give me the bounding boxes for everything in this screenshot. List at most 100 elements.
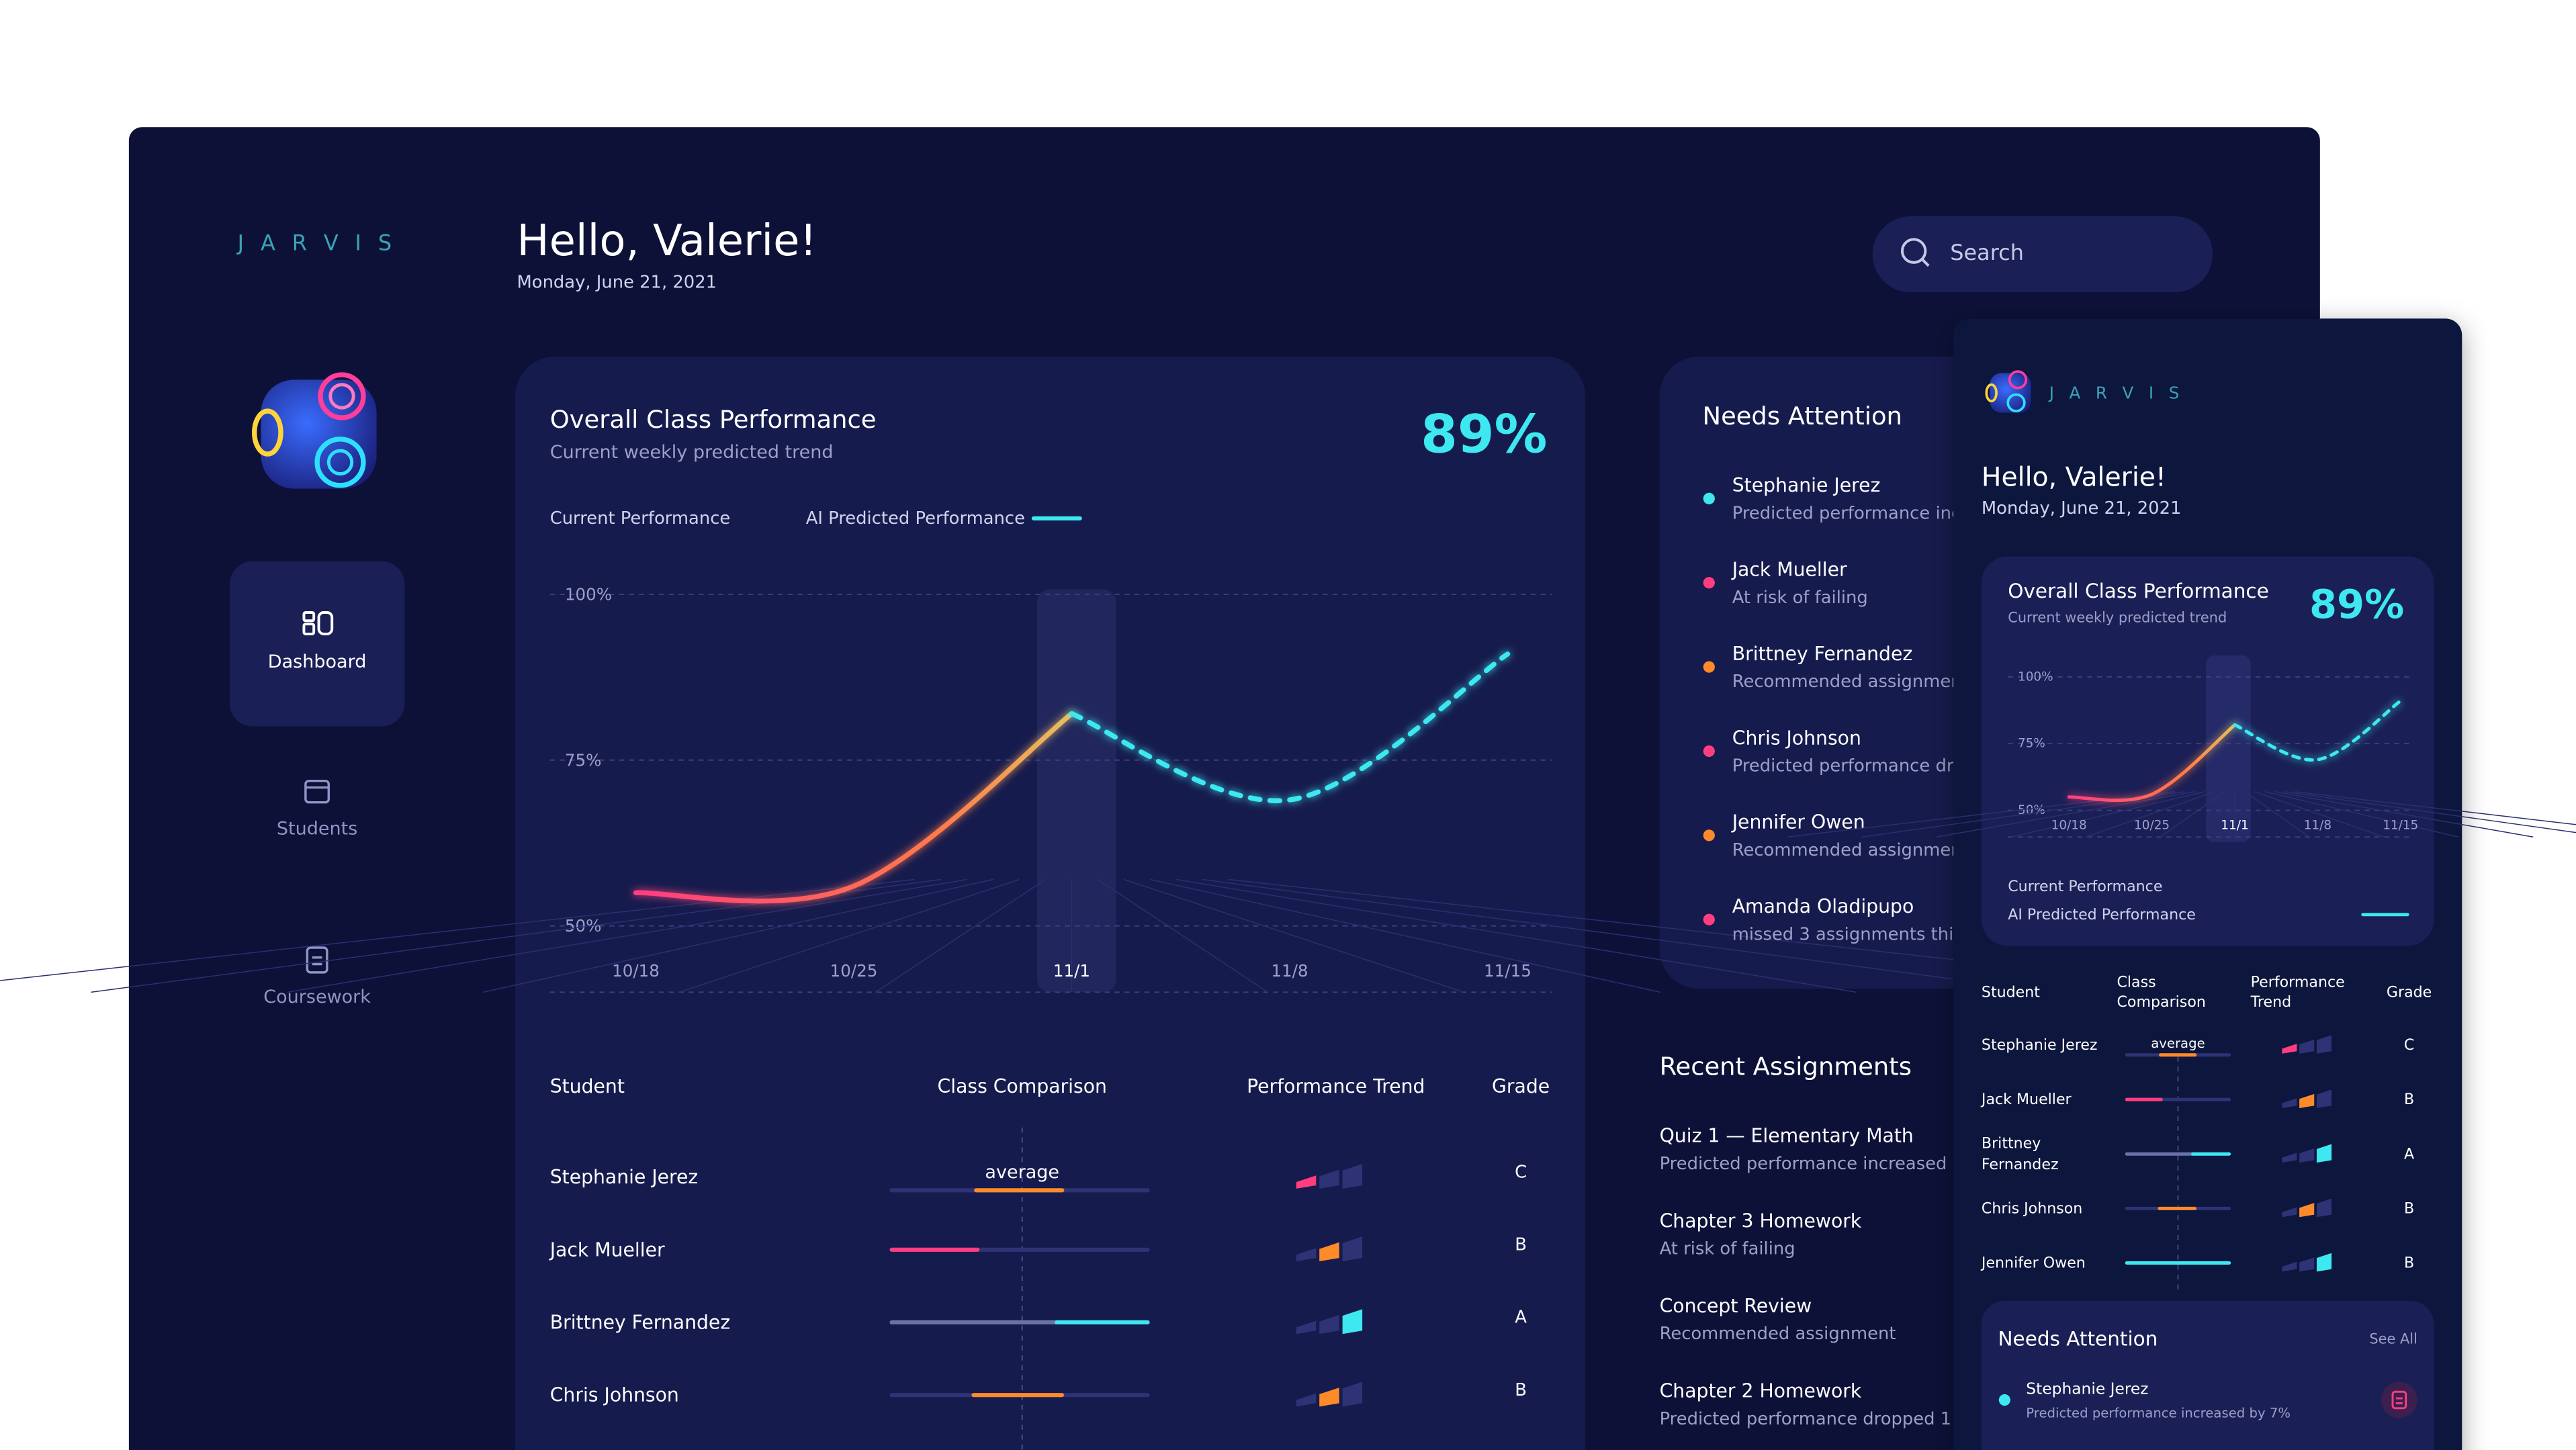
average-label: average bbox=[985, 1162, 1059, 1183]
student-note: At risk of failing bbox=[1732, 588, 1868, 608]
student-name: Stephanie Jerez bbox=[2026, 1379, 2148, 1398]
current-line bbox=[2067, 723, 2237, 803]
trend-bar bbox=[1319, 1314, 1339, 1334]
assignment-title: Quiz 1 — Elementary Math bbox=[1660, 1125, 1914, 1147]
nav-label: Coursework bbox=[263, 987, 371, 1007]
status-dot bbox=[1703, 661, 1715, 673]
assignment-note: At risk of failing bbox=[1660, 1239, 1795, 1259]
x-tick-label: 11/8 bbox=[2304, 819, 2331, 833]
floor-line bbox=[2160, 791, 2225, 837]
date: Monday, June 21, 2021 bbox=[517, 272, 717, 292]
student-name: Chris Johnson bbox=[1982, 1199, 2082, 1217]
student-name: Chris Johnson bbox=[550, 1384, 679, 1406]
student-note: Recommended assignment bbox=[1732, 672, 1969, 692]
x-tick-label: 10/25 bbox=[2134, 819, 2170, 833]
trend-bar bbox=[1296, 1248, 1317, 1262]
floor-line bbox=[2244, 791, 2310, 837]
mobile-action-button[interactable] bbox=[2381, 1381, 2417, 1418]
card-title: Overall Class Performance bbox=[2008, 580, 2269, 602]
headline: 89% bbox=[1421, 403, 1547, 465]
trend-bar bbox=[1342, 1164, 1363, 1189]
headline: 89% bbox=[2309, 581, 2404, 627]
floor-line bbox=[1124, 878, 1464, 993]
predicted-line bbox=[1069, 651, 1511, 803]
section-title: Needs Attention bbox=[1998, 1328, 2158, 1351]
trend-bar bbox=[2316, 1089, 2332, 1109]
see-all[interactable]: See All bbox=[2369, 1331, 2417, 1347]
nav-active[interactable] bbox=[229, 561, 405, 727]
trend-bar bbox=[2316, 1144, 2332, 1163]
y-tick-label: 75% bbox=[565, 750, 602, 770]
mobile-highlight-column bbox=[2206, 655, 2251, 842]
highlight-column bbox=[1036, 589, 1116, 993]
trend-bar bbox=[2299, 1203, 2315, 1218]
current-line bbox=[633, 711, 1075, 904]
floor-line bbox=[2085, 791, 2215, 837]
floor-line bbox=[1098, 878, 1268, 993]
card-subtitle: Current weekly predicted trend bbox=[2008, 609, 2227, 625]
search-box[interactable] bbox=[1872, 216, 2213, 293]
assignment-note: Recommended assignment bbox=[1660, 1324, 1896, 1344]
column-header: Grade bbox=[2387, 983, 2432, 1001]
floor-line bbox=[2294, 790, 2576, 825]
status-dot bbox=[1998, 1394, 2010, 1406]
status-dot bbox=[1703, 492, 1715, 504]
student-name: Jack Mueller bbox=[1980, 1091, 2072, 1108]
status-dot bbox=[1703, 829, 1715, 842]
trend-bar bbox=[2282, 1207, 2297, 1218]
column-header: Performance Trend bbox=[2250, 974, 2345, 1011]
legend-label: Current Performance bbox=[2008, 878, 2162, 895]
student-name: Stephanie Jerez bbox=[550, 1166, 699, 1188]
legend-label: AI Predicted Performance bbox=[806, 508, 1025, 529]
assignment-note: Predicted performance increased bbox=[1660, 1154, 1947, 1174]
column-header: Class Comparison bbox=[938, 1075, 1107, 1097]
coursework-icon bbox=[306, 946, 328, 974]
trend-bar bbox=[1319, 1242, 1339, 1262]
floor-line bbox=[875, 878, 1046, 993]
grade: B bbox=[2404, 1091, 2414, 1108]
student-note: Predicted performance increased by 7% bbox=[2026, 1406, 2291, 1421]
legend-label: AI Predicted Performance bbox=[2008, 906, 2196, 923]
mobile-content: J A R V I S Hello, Valerie! Monday, June 2… bbox=[1787, 383, 2576, 1421]
grade: C bbox=[1515, 1162, 1527, 1182]
floor-line bbox=[679, 878, 1020, 993]
grade: C bbox=[2404, 1036, 2414, 1054]
trend-bar bbox=[1342, 1381, 1363, 1407]
assignment-title: Concept Review bbox=[1660, 1295, 1812, 1317]
predicted-line bbox=[2233, 699, 2403, 762]
floor-line bbox=[287, 878, 967, 993]
grade: B bbox=[2404, 1199, 2414, 1217]
mobile-action-icon bbox=[2391, 1390, 2407, 1410]
floor-line bbox=[1150, 878, 1660, 993]
floor-line bbox=[1176, 878, 1857, 993]
x-tick-label: 11/8 bbox=[1271, 961, 1308, 981]
trend-bar bbox=[2282, 1152, 2297, 1163]
brand: J A R V I S bbox=[236, 230, 397, 255]
trend-bar bbox=[1296, 1393, 1317, 1407]
logo bbox=[252, 372, 377, 489]
main-content: J A R V I S Dashboard Students Coursework He… bbox=[0, 216, 2249, 1450]
search-icon bbox=[1900, 238, 1930, 267]
y-tick-label: 50% bbox=[565, 916, 602, 936]
brand: J A R V I S bbox=[2048, 383, 2184, 403]
student-name: Brittney Fernandez bbox=[550, 1311, 730, 1333]
assignment-title: Chapter 2 Homework bbox=[1660, 1379, 1862, 1402]
column-header: Class Comparison bbox=[2117, 974, 2205, 1011]
y-tick-label: 100% bbox=[565, 584, 612, 604]
y-tick-label: 75% bbox=[2018, 737, 2045, 751]
trend-bar bbox=[2282, 1044, 2297, 1054]
trend-bar bbox=[2299, 1257, 2315, 1272]
student-name: Brittney Fernandez bbox=[1982, 1134, 2059, 1173]
student-name: Jennifer Owen bbox=[1980, 1254, 2086, 1271]
trend-bar bbox=[2299, 1148, 2315, 1163]
y-tick-label: 50% bbox=[2018, 803, 2045, 817]
grade: B bbox=[1515, 1234, 1527, 1255]
trend-bar bbox=[1342, 1309, 1363, 1334]
floor-line bbox=[2274, 791, 2534, 838]
trend-bar bbox=[2316, 1035, 2332, 1054]
dashboard-icon bbox=[302, 611, 334, 635]
status-dot bbox=[1703, 745, 1715, 758]
student-name: Jack Mueller bbox=[1731, 559, 1847, 581]
